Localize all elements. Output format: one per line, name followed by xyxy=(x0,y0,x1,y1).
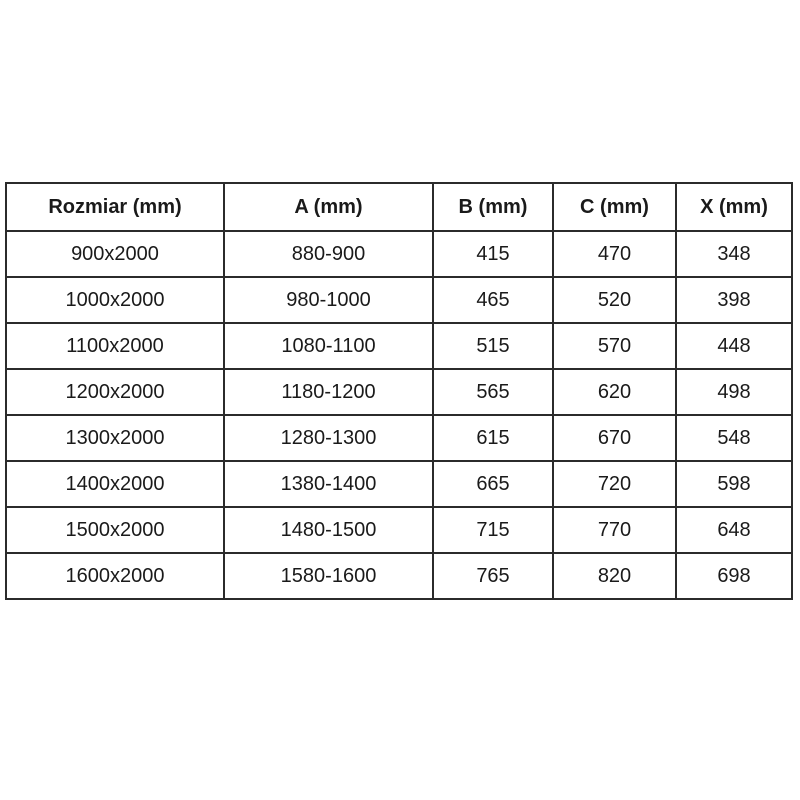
cell-a: 1480-1500 xyxy=(223,506,434,554)
cell-b: 515 xyxy=(432,322,554,370)
table-row: 1100x2000 1080-1100 515 570 448 xyxy=(5,322,793,370)
table-row: 1200x2000 1180-1200 565 620 498 xyxy=(5,368,793,416)
size-table: Rozmiar (mm) A (mm) B (mm) C (mm) X (mm)… xyxy=(5,182,793,600)
cell-a: 880-900 xyxy=(223,230,434,278)
cell-b: 715 xyxy=(432,506,554,554)
table-row: 1600x2000 1580-1600 765 820 698 xyxy=(5,552,793,600)
cell-c: 720 xyxy=(552,460,677,508)
cell-rozmiar: 1400x2000 xyxy=(5,460,225,508)
cell-rozmiar: 1100x2000 xyxy=(5,322,225,370)
cell-a: 1380-1400 xyxy=(223,460,434,508)
cell-x: 498 xyxy=(675,368,793,416)
cell-c: 470 xyxy=(552,230,677,278)
cell-a: 1280-1300 xyxy=(223,414,434,462)
column-header-rozmiar: Rozmiar (mm) xyxy=(5,182,225,232)
cell-rozmiar: 1200x2000 xyxy=(5,368,225,416)
table-row: 1000x2000 980-1000 465 520 398 xyxy=(5,276,793,324)
header-row: Rozmiar (mm) A (mm) B (mm) C (mm) X (mm) xyxy=(5,182,793,232)
cell-rozmiar: 1300x2000 xyxy=(5,414,225,462)
cell-x: 348 xyxy=(675,230,793,278)
cell-a: 1580-1600 xyxy=(223,552,434,600)
cell-b: 565 xyxy=(432,368,554,416)
table-row: 1300x2000 1280-1300 615 670 548 xyxy=(5,414,793,462)
cell-rozmiar: 1500x2000 xyxy=(5,506,225,554)
cell-x: 698 xyxy=(675,552,793,600)
table-row: 1500x2000 1480-1500 715 770 648 xyxy=(5,506,793,554)
table-row: 1400x2000 1380-1400 665 720 598 xyxy=(5,460,793,508)
cell-rozmiar: 1600x2000 xyxy=(5,552,225,600)
cell-b: 765 xyxy=(432,552,554,600)
cell-b: 665 xyxy=(432,460,554,508)
cell-x: 448 xyxy=(675,322,793,370)
cell-a: 980-1000 xyxy=(223,276,434,324)
cell-b: 415 xyxy=(432,230,554,278)
cell-c: 820 xyxy=(552,552,677,600)
column-header-c: C (mm) xyxy=(552,182,677,232)
cell-c: 570 xyxy=(552,322,677,370)
column-header-a: A (mm) xyxy=(223,182,434,232)
cell-x: 648 xyxy=(675,506,793,554)
table-header: Rozmiar (mm) A (mm) B (mm) C (mm) X (mm) xyxy=(5,182,793,232)
column-header-x: X (mm) xyxy=(675,182,793,232)
column-header-b: B (mm) xyxy=(432,182,554,232)
cell-c: 770 xyxy=(552,506,677,554)
cell-c: 670 xyxy=(552,414,677,462)
table-row: 900x2000 880-900 415 470 348 xyxy=(5,230,793,278)
cell-a: 1180-1200 xyxy=(223,368,434,416)
cell-x: 598 xyxy=(675,460,793,508)
cell-c: 620 xyxy=(552,368,677,416)
cell-a: 1080-1100 xyxy=(223,322,434,370)
size-table-container: Rozmiar (mm) A (mm) B (mm) C (mm) X (mm)… xyxy=(5,182,793,600)
cell-b: 615 xyxy=(432,414,554,462)
table-body: 900x2000 880-900 415 470 348 1000x2000 9… xyxy=(5,230,793,600)
cell-b: 465 xyxy=(432,276,554,324)
cell-c: 520 xyxy=(552,276,677,324)
cell-x: 398 xyxy=(675,276,793,324)
cell-x: 548 xyxy=(675,414,793,462)
cell-rozmiar: 1000x2000 xyxy=(5,276,225,324)
cell-rozmiar: 900x2000 xyxy=(5,230,225,278)
